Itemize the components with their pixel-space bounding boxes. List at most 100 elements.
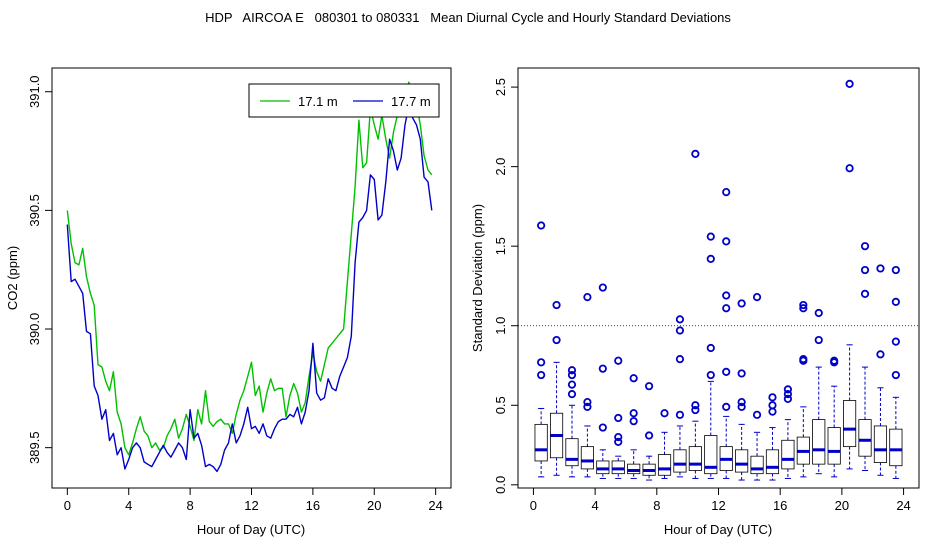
box-hour-3	[580, 292, 594, 478]
outlier-point	[768, 407, 777, 416]
box-hour-2	[565, 366, 579, 478]
outlier-point	[876, 350, 885, 359]
outlier-point	[737, 402, 746, 411]
outlier-point	[644, 382, 654, 391]
outlier-point	[583, 292, 592, 302]
box-hour-7	[642, 382, 656, 481]
outlier-point	[722, 291, 731, 300]
series-line-17-7-m	[66, 105, 433, 473]
box-iqr	[580, 446, 594, 470]
left-x-tick-label: 4	[125, 498, 132, 513]
box-hour-14	[750, 292, 764, 481]
left-y-axis-label: CO2 (ppm)	[5, 246, 20, 310]
right-y-tick-label: 1.0	[493, 317, 508, 335]
outlier-point	[567, 380, 577, 389]
box-hour-22	[873, 264, 888, 476]
outlier-point	[814, 335, 823, 345]
right-x-axis-label: Hour of Day (UTC)	[664, 522, 772, 537]
outlier-point	[860, 242, 870, 251]
box-hour-21	[858, 242, 872, 471]
outlier-point	[737, 369, 746, 378]
outlier-point	[768, 393, 777, 402]
right-x-tick-label: 12	[711, 498, 725, 513]
outlier-point	[783, 390, 793, 399]
left-x-tick-label: 0	[64, 498, 71, 513]
box-iqr	[688, 446, 702, 471]
box-hour-9	[673, 315, 687, 478]
outlier-point	[722, 304, 731, 313]
left-x-tick-label: 16	[306, 498, 320, 513]
right-y-tick-label: 2.0	[493, 158, 508, 176]
series-line-17-1-m	[66, 81, 433, 456]
outlier-point	[567, 390, 577, 399]
left-y-tick-label: 389.5	[27, 431, 42, 464]
right-y-tick-label: 2.5	[493, 78, 508, 96]
box-iqr	[812, 419, 826, 465]
outlier-point	[644, 431, 654, 440]
outlier-point	[706, 254, 715, 264]
left-panel-line-chart: Hour of Day (UTC) CO2 (ppm) 0 4 8 12 16 20 24 …	[5, 67, 452, 537]
outlier-point	[537, 370, 546, 380]
box-iqr	[765, 449, 780, 475]
box-hour-17	[796, 300, 810, 478]
box-iqr	[596, 460, 610, 475]
outlier-point	[783, 394, 793, 404]
box-iqr	[627, 463, 641, 475]
outlier-point	[675, 326, 685, 335]
outlier-point	[629, 417, 638, 426]
outlier-point	[583, 397, 592, 407]
box-iqr	[827, 427, 841, 465]
outlier-point	[752, 410, 762, 419]
outlier-point	[675, 315, 685, 324]
box-hour-10	[688, 149, 702, 479]
outlier-point	[722, 237, 731, 246]
box-hour-5	[611, 356, 625, 479]
right-panel-box-plot: Hour of Day (UTC) Standard Deviation (pp…	[470, 67, 920, 537]
box-hour-12	[719, 187, 733, 479]
box-iqr	[843, 400, 857, 448]
outlier-point	[614, 413, 623, 423]
right-x-tick-label: 20	[835, 498, 849, 513]
box-hour-15	[765, 393, 780, 481]
outlier-point	[691, 405, 700, 415]
outlier-point	[706, 370, 715, 380]
outlier-point	[876, 264, 885, 273]
right-y-tick-label: 1.5	[493, 237, 508, 255]
outlier-point	[891, 370, 900, 380]
left-y-tick-label: 391.0	[27, 75, 42, 108]
outlier-point	[537, 358, 546, 367]
box-hour-20	[843, 79, 857, 470]
outlier-point	[891, 265, 900, 275]
outlier-point	[691, 401, 700, 410]
left-y-tick-label: 390.0	[27, 313, 42, 346]
box-iqr	[873, 425, 888, 463]
right-y-tick-label: 0.5	[493, 396, 508, 414]
left-x-tick-label: 12	[244, 498, 258, 513]
left-x-tick-label: 24	[428, 498, 442, 513]
right-y-axis-label: Standard Deviation (ppm)	[470, 204, 485, 352]
outlier-point	[783, 385, 793, 394]
outlier-point	[830, 356, 839, 365]
outlier-point	[598, 283, 607, 292]
box-iqr	[657, 454, 672, 476]
left-y-tick-label: 390.5	[27, 194, 42, 227]
left-x-axis-label: Hour of Day (UTC)	[197, 522, 305, 537]
box-iqr	[781, 439, 795, 470]
right-x-tick-label: 0	[530, 498, 537, 513]
outlier-point	[614, 356, 623, 365]
outlier-point	[722, 187, 731, 197]
legend-label-17-7m: 17.7 m	[391, 94, 431, 109]
outlier-point	[598, 364, 607, 373]
box-hour-8	[657, 409, 672, 479]
outlier-point	[845, 79, 854, 89]
box-hour-11	[704, 232, 718, 479]
box-iqr	[565, 438, 579, 467]
outlier-point	[598, 423, 607, 432]
outlier-point	[891, 337, 900, 346]
outlier-point	[552, 300, 561, 310]
outlier-point	[629, 374, 638, 383]
box-iqr	[889, 428, 903, 467]
left-legend: 17.1 m 17.7 m	[248, 83, 440, 118]
outlier-point	[891, 297, 900, 306]
